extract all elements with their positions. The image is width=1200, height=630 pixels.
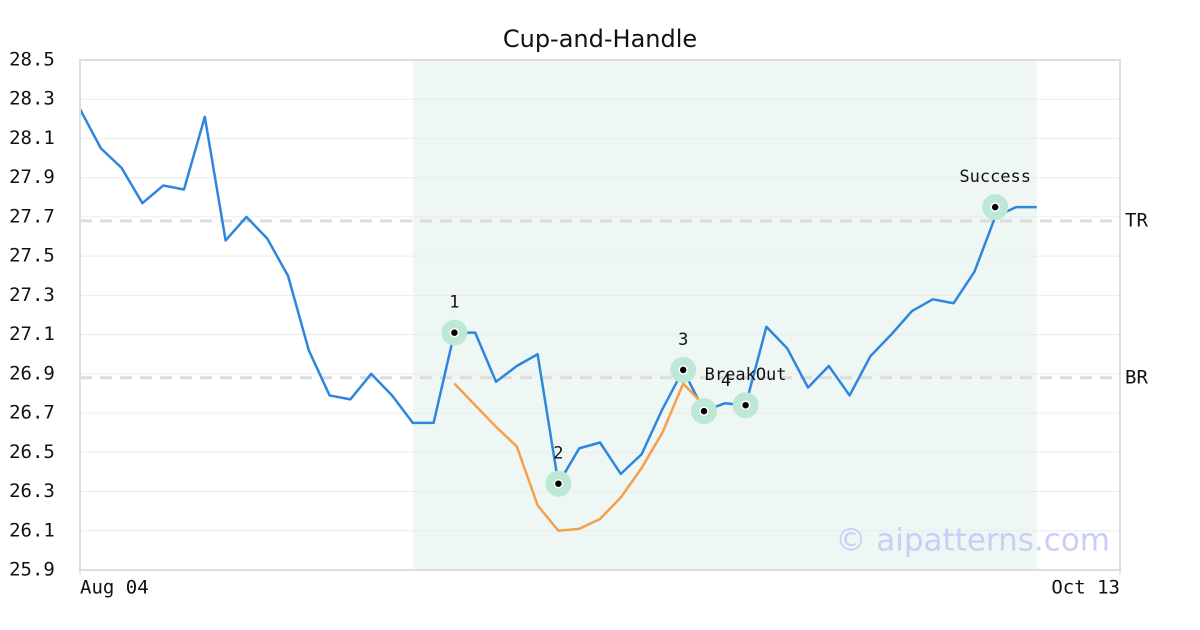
y-tick-label: 27.5 bbox=[9, 245, 55, 267]
y-tick-label: 27.1 bbox=[9, 323, 55, 345]
marker-label: BreakOut bbox=[705, 365, 787, 385]
level-label: BR bbox=[1125, 366, 1148, 388]
marker-label: 3 bbox=[678, 330, 688, 350]
y-tick-label: 28.5 bbox=[9, 49, 55, 71]
marker-point bbox=[990, 202, 1000, 212]
pattern-region bbox=[412, 60, 1037, 570]
watermark: © aipatterns.com bbox=[835, 523, 1110, 559]
marker-point bbox=[699, 406, 709, 416]
marker-point bbox=[740, 400, 751, 410]
level-label: TR bbox=[1125, 209, 1148, 231]
y-tick-label: 27.9 bbox=[9, 166, 55, 188]
y-tick-label: 26.9 bbox=[9, 362, 55, 384]
chart-title: Cup-and-Handle bbox=[503, 25, 697, 53]
y-tick-label: 26.7 bbox=[9, 402, 55, 424]
y-tick-label: 26.3 bbox=[9, 480, 55, 502]
y-tick-label: 25.9 bbox=[9, 559, 55, 581]
x-tick-label: Oct 13 bbox=[1051, 577, 1120, 599]
x-tick-label: Aug 04 bbox=[80, 577, 149, 599]
y-tick-label: 26.1 bbox=[9, 519, 55, 541]
y-tick-label: 28.3 bbox=[9, 88, 55, 110]
marker-point bbox=[678, 365, 688, 375]
marker-label: 1 bbox=[449, 293, 459, 313]
y-tick-label: 27.7 bbox=[9, 205, 55, 227]
y-tick-label: 26.5 bbox=[9, 441, 55, 463]
marker-point bbox=[553, 478, 564, 489]
y-tick-label: 27.3 bbox=[9, 284, 55, 306]
plot-frame bbox=[79, 59, 1121, 571]
marker-label: 2 bbox=[553, 444, 563, 464]
marker-point bbox=[449, 327, 460, 338]
marker-label: Success bbox=[959, 167, 1031, 187]
marker-label: 4 bbox=[721, 371, 731, 391]
y-tick-label: 28.1 bbox=[9, 127, 55, 149]
price-line bbox=[453, 382, 705, 533]
